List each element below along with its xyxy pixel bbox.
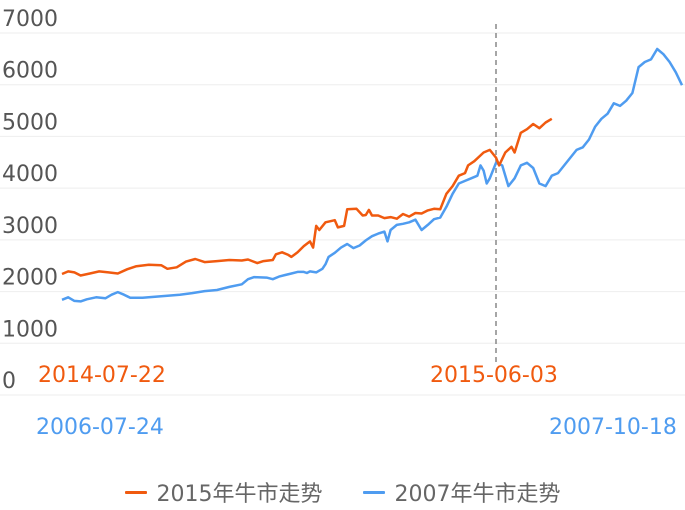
legend-item-2007[interactable]: 2007年牛市走势 <box>362 476 561 508</box>
legend-swatch-2015 <box>124 490 147 494</box>
legend: 2015年牛市走势 2007年牛市走势 <box>0 476 685 508</box>
y-tick-label: 3000 <box>2 214 58 239</box>
legend-label-2007: 2007年牛市走势 <box>394 482 561 507</box>
y-tick-label: 4000 <box>2 162 58 187</box>
y-tick-label: 2000 <box>2 266 58 291</box>
blue-end-date: 2007-10-18 <box>549 415 677 440</box>
orange-end-date: 2015-06-03 <box>430 363 558 388</box>
legend-swatch-2007 <box>362 490 385 494</box>
legend-item-2015[interactable]: 2015年牛市走势 <box>124 476 323 508</box>
y-tick-label: 7000 <box>2 7 58 32</box>
series-line-2015 <box>61 117 553 277</box>
y-tick-label: 5000 <box>2 110 58 135</box>
blue-start-date: 2006-07-24 <box>36 415 164 440</box>
series-line-2007 <box>61 47 684 303</box>
y-tick-label: 0 <box>2 369 16 394</box>
orange-start-date: 2014-07-22 <box>38 363 166 388</box>
grid-lines <box>0 32 685 396</box>
y-axis: 7000 6000 5000 4000 3000 2000 1000 0 <box>2 7 58 394</box>
legend-label-2015: 2015年牛市走势 <box>156 482 323 507</box>
y-tick-label: 6000 <box>2 59 58 84</box>
y-tick-label: 1000 <box>2 317 58 342</box>
